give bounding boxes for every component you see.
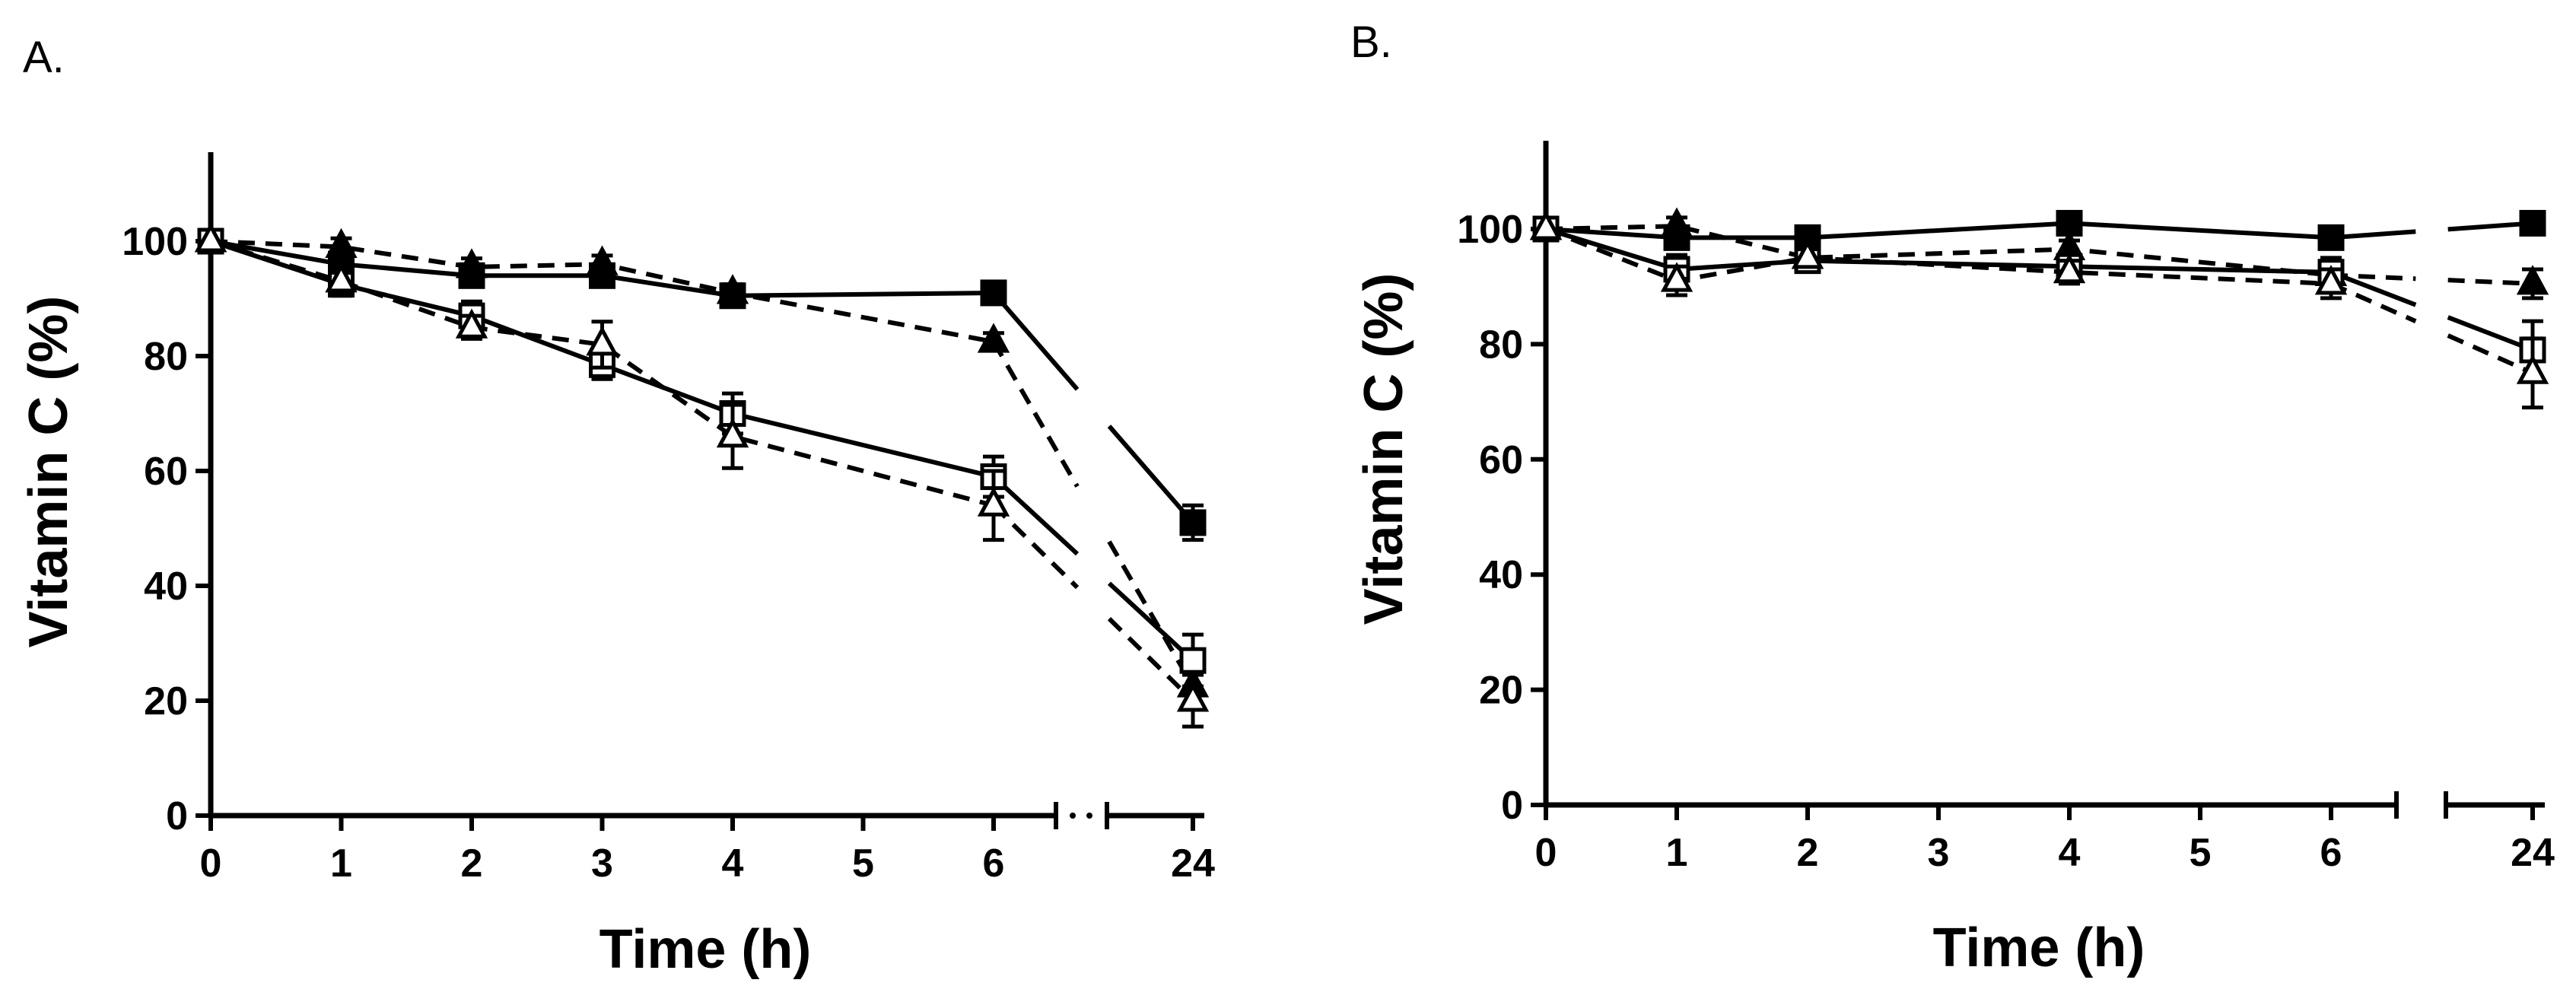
panel-label: B. [1350,17,1392,67]
data-point [2516,265,2549,295]
series-line-segment [1107,425,1195,524]
panel-a: A. 0 20 40 60 80 100 0 1 2 3 4 5 6 24 Time (h) Vitamin C… [18,33,1215,980]
series-line-segment [2330,269,2417,307]
series-line-segment [2447,278,2533,286]
data-point [194,222,227,253]
data-point [455,308,488,339]
y-tick-label: 100 [1457,208,1523,252]
series-line-segment [2447,315,2534,352]
data-point [980,279,1007,307]
series-line-segment [991,475,1080,556]
x-tick-label: 3 [591,841,613,886]
panel-b: B. 0 20 40 60 80 100 0 1 2 3 4 5 6 24 Time (h) Vitamin C… [1350,17,2555,978]
x-tick-label: 0 [1535,831,1557,875]
series-line-segment [2330,282,2417,323]
series-line [1544,227,2332,286]
y-tick-label: 80 [1479,323,1523,367]
series-line [210,239,994,479]
data-point [1794,224,1821,251]
y-tick-label: 40 [144,565,188,609]
data-point [977,486,1010,517]
x-tick-label: 3 [1928,831,1950,875]
series-open-triangle [1529,210,2549,410]
series-line-segment [2447,333,2534,375]
data-point [2053,253,2086,284]
y-tick-label: 40 [1479,553,1523,597]
x-tick-label: 0 [200,841,222,886]
x-tick-label: 5 [852,841,874,886]
series-line [1545,224,2332,278]
series-line-segment [2447,221,2533,232]
data-point [586,326,619,356]
y-tick-label: 0 [1501,784,1523,828]
x-tick-label: 5 [2190,831,2212,875]
x-tick-label: 24 [1171,841,1215,886]
data-point [325,227,358,259]
data-point [1176,682,1210,712]
series-open-triangle [194,222,1210,729]
series-line-segment [2330,229,2416,240]
y-tick-label: 20 [1479,669,1523,713]
data-point [1529,210,1563,240]
data-point [2317,224,2345,251]
data-point [586,245,619,275]
x-tick-label: 6 [983,841,1005,886]
data-point [1660,262,1693,292]
data-point [716,417,749,448]
data-point [325,262,358,293]
data-point [1791,239,1824,269]
x-tick-label: 2 [1797,831,1819,875]
y-tick-label: 0 [166,794,188,838]
axis-break-dot [1086,813,1092,819]
data-point [977,323,1010,353]
x-tick-label: 1 [1666,831,1688,875]
series-line [210,239,994,298]
y-tick-label: 60 [144,450,188,494]
data-point [455,248,488,278]
series-line [210,239,994,508]
data-point [1660,207,1693,237]
y-axis-title: Vitamin C (%) [18,296,79,648]
data-point [716,274,749,304]
data-point [1179,647,1207,674]
data-point [2519,209,2546,237]
data-point [2314,265,2348,295]
x-axis-title: Time (h) [599,919,812,980]
x-tick-label: 6 [2320,831,2342,875]
series-line-segment [991,291,1080,391]
y-tick-label: 20 [144,679,188,724]
x-tick-label: 2 [461,841,483,886]
series-line-segment [991,504,1080,590]
x-tick-label: 4 [722,841,744,886]
series-line-segment [1107,540,1195,688]
x-axis-title: Time (h) [1933,918,2145,978]
series-line-segment [991,340,1080,488]
y-axis-title: Vitamin C (%) [1353,273,1414,625]
axis-break-dot [1070,813,1076,819]
data-point [1179,509,1207,536]
x-tick-label: 4 [2059,831,2081,875]
series-open-square [197,227,1207,689]
x-tick-label: 1 [330,841,352,886]
x-tick-label: 24 [2511,831,2555,875]
series-line-segment [1107,617,1195,703]
series-line-segment [1107,581,1195,663]
y-tick-label: 60 [1479,438,1523,482]
y-tick-label: 100 [122,220,188,264]
y-tick-label: 80 [144,335,188,379]
data-point [2516,354,2549,384]
panel-label: A. [23,33,65,82]
series-filled-triangle [194,222,1210,706]
